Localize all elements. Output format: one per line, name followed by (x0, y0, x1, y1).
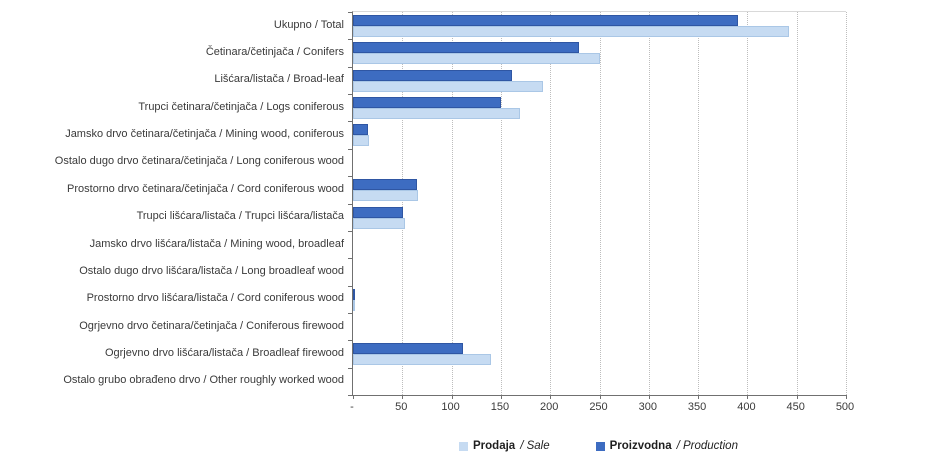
bar-production-0 (353, 15, 738, 26)
y-axis-tick (348, 340, 353, 342)
category-label-3: Trupci četinara/četinjača / Logs conifer… (138, 100, 344, 113)
y-axis-tick (348, 230, 353, 232)
gridline-x-450 (796, 12, 798, 395)
y-axis-tick (348, 94, 353, 96)
category-label-9: Ostalo dugo drvo lišćara/listača / Long … (79, 264, 344, 277)
gridline-x-200 (550, 12, 552, 395)
bar-sale-7 (353, 217, 406, 229)
bar-production-12 (353, 343, 464, 355)
y-axis-tick (348, 12, 353, 13)
x-tick-label-50: 50 (395, 401, 408, 413)
gridline-x-250 (599, 12, 601, 395)
bar-production-4 (353, 124, 368, 136)
bar-production-1 (353, 42, 579, 54)
x-tick-label-400: 400 (737, 401, 756, 413)
x-axis-tick (698, 395, 700, 399)
legend-item-sale: Prodaja / Sale (459, 440, 550, 452)
x-tick-label-350: 350 (687, 401, 707, 413)
x-tick-label-200: 200 (540, 401, 559, 413)
gridline-x-100 (451, 12, 453, 395)
category-label-0: Ukupno / Total (273, 18, 344, 31)
legend-swatch-sale (459, 441, 469, 451)
legend-swatch-production (595, 441, 605, 451)
bar-production-6 (353, 179, 418, 191)
x-tick-label--: - (350, 401, 354, 413)
category-label-10: Prostorno drvo lišćara/listača / Cord co… (86, 292, 344, 305)
legend-label-en: / Sale (520, 440, 550, 452)
legend-label-hr: Proizvodna (609, 440, 672, 452)
y-axis-tick (348, 39, 353, 41)
y-axis-tick (348, 203, 353, 205)
x-axis-tick (402, 395, 404, 399)
gridline-x-150 (500, 12, 502, 395)
y-axis-tick (348, 367, 353, 369)
bar-production-3 (353, 97, 501, 109)
x-axis-tick (451, 395, 453, 399)
category-label-13: Ostalo grubo obrađeno drvo / Other rough… (63, 374, 344, 387)
bar-sale-2 (353, 80, 544, 92)
y-axis-tick (348, 66, 353, 68)
gridline-x-500 (846, 12, 847, 395)
legend: Prodaja / Sale Proizvodna / Production (352, 440, 845, 452)
category-label-5: Ostalo dugo drvo četinara/četinjača / Lo… (54, 155, 344, 168)
category-label-7: Trupci lišćara/listača / Trupci lišćara/… (136, 210, 344, 223)
category-label-1: Četinara/četinjača / Conifers (205, 46, 344, 59)
x-tick-label-150: 150 (490, 401, 510, 413)
bar-production-2 (353, 69, 512, 81)
bar-sale-6 (353, 190, 419, 202)
x-tick-label-500: 500 (835, 401, 855, 413)
x-axis-tick (500, 395, 502, 399)
x-tick-label-100: 100 (441, 401, 460, 413)
bar-production-10 (353, 288, 355, 300)
gridline-x-400 (747, 12, 749, 395)
x-axis-tick (353, 395, 354, 399)
bar-sale-12 (353, 354, 492, 366)
gridline-x-50 (402, 12, 404, 395)
y-axis-tick (348, 285, 353, 287)
y-axis-tick (348, 312, 353, 314)
y-axis-tick (348, 148, 353, 150)
bar-sale-0 (353, 26, 789, 37)
bar-sale-1 (353, 53, 600, 65)
x-axis-tick (599, 395, 601, 399)
bar-sale-3 (353, 108, 520, 120)
plot-area (348, 11, 847, 399)
x-axis-tick (550, 395, 552, 399)
category-label-2: Lišćara/listača / Broad-leaf (214, 73, 344, 86)
category-label-11: Ogrjevno drvo četinara/četinjača / Conif… (79, 319, 344, 332)
x-axis-tick (796, 395, 798, 399)
bar-sale-10 (353, 299, 355, 311)
x-tick-label-300: 300 (638, 401, 657, 413)
x-tick-label-250: 250 (589, 401, 608, 413)
legend-item-production: Proizvodna / Production (595, 440, 738, 452)
bar-production-7 (353, 206, 404, 218)
category-label-4: Jamsko drvo četinara/četinjača / Mining … (65, 128, 344, 141)
x-axis-tick (747, 395, 749, 399)
category-label-6: Prostorno drvo četinara/četinjača / Cord… (67, 182, 344, 195)
category-label-12: Ogrjevno drvo lišćara/listača / Broadlea… (104, 346, 344, 359)
x-axis-tick (846, 395, 847, 399)
gridline-x-300 (648, 12, 650, 395)
legend-label-hr: Prodaja (473, 440, 516, 452)
y-axis-tick (348, 395, 353, 396)
y-axis-tick (348, 258, 353, 260)
x-axis-tick (648, 395, 650, 399)
y-axis-tick (348, 176, 353, 178)
bar-sale-4 (353, 135, 369, 147)
gridline-x-350 (698, 12, 700, 395)
legend-label-en: / Production (676, 440, 738, 452)
x-tick-label-450: 450 (786, 401, 805, 413)
category-label-8: Jamsko drvo lišćara/listača / Mining woo… (89, 237, 344, 250)
y-axis-tick (348, 121, 353, 123)
